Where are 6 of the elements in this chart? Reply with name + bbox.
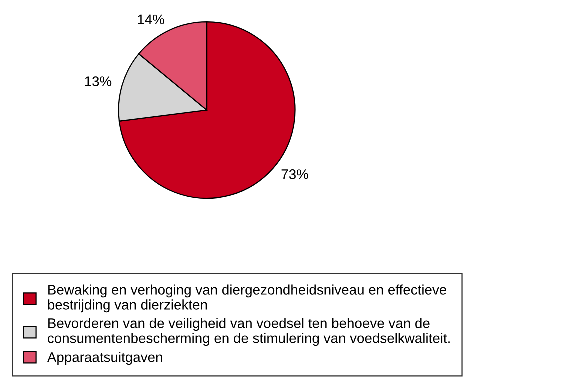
data-label: 73% <box>282 170 308 180</box>
data-label: 13% <box>85 76 112 86</box>
legend-label: Bevorderen van de veiligheid van voedsel ten behoeve van de consumentenbescherming en de stimulering van voedselkwaliteit. <box>48 318 450 346</box>
data-label: 14% <box>138 14 164 25</box>
legend-label: Bewaking en verhoging van diergezondheidsniveau en effectieve bestrijding van dierziekten <box>48 284 447 313</box>
legend-label: Apparaatsuitgaven <box>47 352 162 366</box>
